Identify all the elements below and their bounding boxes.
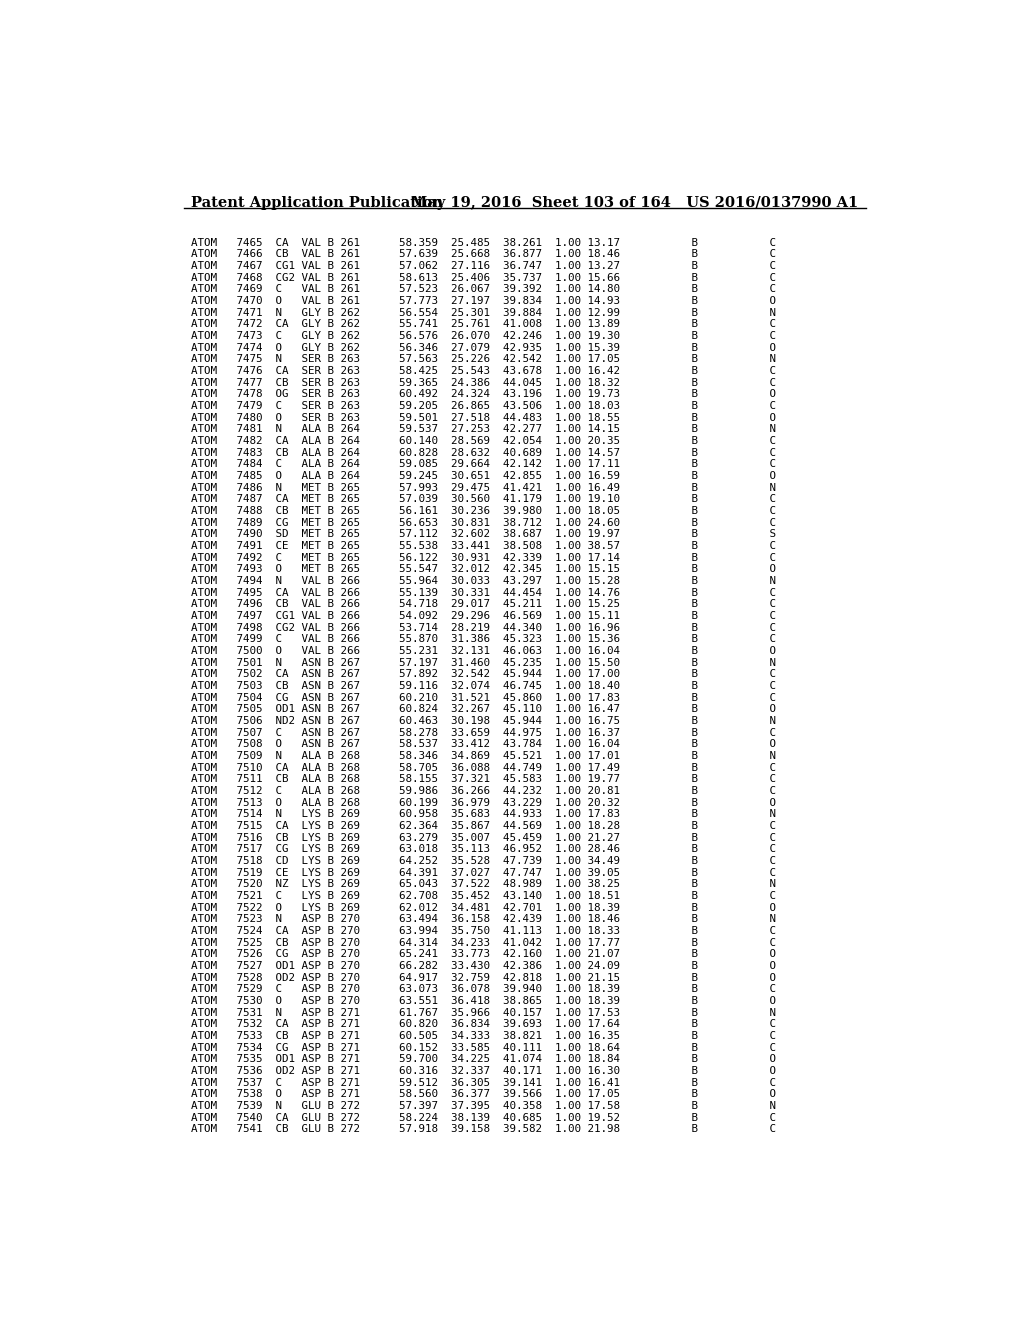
Text: ATOM   7510  CA  ALA B 268      58.705  36.088  44.749  1.00 17.49           B  : ATOM 7510 CA ALA B 268 58.705 36.088 44.… xyxy=(191,763,776,772)
Text: ATOM   7478  OG  SER B 263      60.492  24.324  43.196  1.00 19.73           B  : ATOM 7478 OG SER B 263 60.492 24.324 43.… xyxy=(191,389,776,400)
Text: ATOM   7530  O   ASP B 270      63.551  36.418  38.865  1.00 18.39           B  : ATOM 7530 O ASP B 270 63.551 36.418 38.8… xyxy=(191,997,776,1006)
Text: ATOM   7492  C   MET B 265      56.122  30.931  42.339  1.00 17.14           B  : ATOM 7492 C MET B 265 56.122 30.931 42.3… xyxy=(191,553,776,562)
Text: ATOM   7469  C   VAL B 261      57.523  26.067  39.392  1.00 14.80           B  : ATOM 7469 C VAL B 261 57.523 26.067 39.3… xyxy=(191,284,776,294)
Text: ATOM   7534  CG  ASP B 271      60.152  33.585  40.111  1.00 18.64           B  : ATOM 7534 CG ASP B 271 60.152 33.585 40.… xyxy=(191,1043,776,1053)
Text: ATOM   7503  CB  ASN B 267      59.116  32.074  46.745  1.00 18.40           B  : ATOM 7503 CB ASN B 267 59.116 32.074 46.… xyxy=(191,681,776,692)
Text: ATOM   7506  ND2 ASN B 267      60.463  30.198  45.944  1.00 16.75           B  : ATOM 7506 ND2 ASN B 267 60.463 30.198 45… xyxy=(191,715,776,726)
Text: May 19, 2016  Sheet 103 of 164   US 2016/0137990 A1: May 19, 2016 Sheet 103 of 164 US 2016/01… xyxy=(411,195,858,210)
Text: ATOM   7524  CA  ASP B 270      63.994  35.750  41.113  1.00 18.33           B  : ATOM 7524 CA ASP B 270 63.994 35.750 41.… xyxy=(191,927,776,936)
Text: ATOM   7490  SD  MET B 265      57.112  32.602  38.687  1.00 19.97           B  : ATOM 7490 SD MET B 265 57.112 32.602 38.… xyxy=(191,529,776,540)
Text: ATOM   7533  CB  ASP B 271      60.505  34.333  38.821  1.00 16.35           B  : ATOM 7533 CB ASP B 271 60.505 34.333 38.… xyxy=(191,1031,776,1041)
Text: ATOM   7481  N   ALA B 264      59.537  27.253  42.277  1.00 14.15           B  : ATOM 7481 N ALA B 264 59.537 27.253 42.2… xyxy=(191,424,776,434)
Text: ATOM   7515  CA  LYS B 269      62.364  35.867  44.569  1.00 18.28           B  : ATOM 7515 CA LYS B 269 62.364 35.867 44.… xyxy=(191,821,776,832)
Text: ATOM   7480  O   SER B 263      59.501  27.518  44.483  1.00 18.55           B  : ATOM 7480 O SER B 263 59.501 27.518 44.4… xyxy=(191,413,776,422)
Text: ATOM   7535  OD1 ASP B 271      59.700  34.225  41.074  1.00 18.84           B  : ATOM 7535 OD1 ASP B 271 59.700 34.225 41… xyxy=(191,1055,776,1064)
Text: ATOM   7465  CA  VAL B 261      58.359  25.485  38.261  1.00 13.17           B  : ATOM 7465 CA VAL B 261 58.359 25.485 38.… xyxy=(191,238,776,248)
Text: ATOM   7482  CA  ALA B 264      60.140  28.569  42.054  1.00 20.35           B  : ATOM 7482 CA ALA B 264 60.140 28.569 42.… xyxy=(191,436,776,446)
Text: ATOM   7508  O   ASN B 267      58.537  33.412  43.784  1.00 16.04           B  : ATOM 7508 O ASN B 267 58.537 33.412 43.7… xyxy=(191,739,776,750)
Text: ATOM   7540  CA  GLU B 272      58.224  38.139  40.685  1.00 19.52           B  : ATOM 7540 CA GLU B 272 58.224 38.139 40.… xyxy=(191,1113,776,1123)
Text: ATOM   7541  CB  GLU B 272      57.918  39.158  39.582  1.00 21.98           B  : ATOM 7541 CB GLU B 272 57.918 39.158 39.… xyxy=(191,1125,776,1134)
Text: ATOM   7491  CE  MET B 265      55.538  33.441  38.508  1.00 38.57           B  : ATOM 7491 CE MET B 265 55.538 33.441 38.… xyxy=(191,541,776,550)
Text: ATOM   7511  CB  ALA B 268      58.155  37.321  45.583  1.00 19.77           B  : ATOM 7511 CB ALA B 268 58.155 37.321 45.… xyxy=(191,775,776,784)
Text: ATOM   7470  O   VAL B 261      57.773  27.197  39.834  1.00 14.93           B  : ATOM 7470 O VAL B 261 57.773 27.197 39.8… xyxy=(191,296,776,306)
Text: ATOM   7517  CG  LYS B 269      63.018  35.113  46.952  1.00 28.46           B  : ATOM 7517 CG LYS B 269 63.018 35.113 46.… xyxy=(191,845,776,854)
Text: ATOM   7529  C   ASP B 270      63.073  36.078  39.940  1.00 18.39           B  : ATOM 7529 C ASP B 270 63.073 36.078 39.9… xyxy=(191,985,776,994)
Text: ATOM   7471  N   GLY B 262      56.554  25.301  39.884  1.00 12.99           B  : ATOM 7471 N GLY B 262 56.554 25.301 39.8… xyxy=(191,308,776,318)
Text: ATOM   7486  N   MET B 265      57.993  29.475  41.421  1.00 16.49           B  : ATOM 7486 N MET B 265 57.993 29.475 41.4… xyxy=(191,483,776,492)
Text: ATOM   7525  CB  ASP B 270      64.314  34.233  41.042  1.00 17.77           B  : ATOM 7525 CB ASP B 270 64.314 34.233 41.… xyxy=(191,937,776,948)
Text: ATOM   7466  CB  VAL B 261      57.639  25.668  36.877  1.00 18.46           B  : ATOM 7466 CB VAL B 261 57.639 25.668 36.… xyxy=(191,249,776,259)
Text: ATOM   7488  CB  MET B 265      56.161  30.236  39.980  1.00 18.05           B  : ATOM 7488 CB MET B 265 56.161 30.236 39.… xyxy=(191,506,776,516)
Text: ATOM   7477  CB  SER B 263      59.365  24.386  44.045  1.00 18.32           B  : ATOM 7477 CB SER B 263 59.365 24.386 44.… xyxy=(191,378,776,388)
Text: ATOM   7497  CG1 VAL B 266      54.092  29.296  46.569  1.00 15.11           B  : ATOM 7497 CG1 VAL B 266 54.092 29.296 46… xyxy=(191,611,776,622)
Text: ATOM   7521  C   LYS B 269      62.708  35.452  43.140  1.00 18.51           B  : ATOM 7521 C LYS B 269 62.708 35.452 43.1… xyxy=(191,891,776,902)
Text: ATOM   7507  C   ASN B 267      58.278  33.659  44.975  1.00 16.37           B  : ATOM 7507 C ASN B 267 58.278 33.659 44.9… xyxy=(191,727,776,738)
Text: ATOM   7519  CE  LYS B 269      64.391  37.027  47.747  1.00 39.05           B  : ATOM 7519 CE LYS B 269 64.391 37.027 47.… xyxy=(191,867,776,878)
Text: ATOM   7528  OD2 ASP B 270      64.917  32.759  42.818  1.00 21.15           B  : ATOM 7528 OD2 ASP B 270 64.917 32.759 42… xyxy=(191,973,776,983)
Text: ATOM   7501  N   ASN B 267      57.197  31.460  45.235  1.00 15.50           B  : ATOM 7501 N ASN B 267 57.197 31.460 45.2… xyxy=(191,657,776,668)
Text: ATOM   7532  CA  ASP B 271      60.820  36.834  39.693  1.00 17.64           B  : ATOM 7532 CA ASP B 271 60.820 36.834 39.… xyxy=(191,1019,776,1030)
Text: ATOM   7493  O   MET B 265      55.547  32.012  42.345  1.00 15.15           B  : ATOM 7493 O MET B 265 55.547 32.012 42.3… xyxy=(191,565,776,574)
Text: ATOM   7485  O   ALA B 264      59.245  30.651  42.855  1.00 16.59           B  : ATOM 7485 O ALA B 264 59.245 30.651 42.8… xyxy=(191,471,776,480)
Text: ATOM   7522  O   LYS B 269      62.012  34.481  42.701  1.00 18.39           B  : ATOM 7522 O LYS B 269 62.012 34.481 42.7… xyxy=(191,903,776,912)
Text: ATOM   7526  CG  ASP B 270      65.241  33.773  42.160  1.00 21.07           B  : ATOM 7526 CG ASP B 270 65.241 33.773 42.… xyxy=(191,949,776,960)
Text: ATOM   7514  N   LYS B 269      60.958  35.683  44.933  1.00 17.83           B  : ATOM 7514 N LYS B 269 60.958 35.683 44.9… xyxy=(191,809,776,820)
Text: ATOM   7512  C   ALA B 268      59.986  36.266  44.232  1.00 20.81           B  : ATOM 7512 C ALA B 268 59.986 36.266 44.2… xyxy=(191,787,776,796)
Text: ATOM   7520  NZ  LYS B 269      65.043  37.522  48.989  1.00 38.25           B  : ATOM 7520 NZ LYS B 269 65.043 37.522 48.… xyxy=(191,879,776,890)
Text: ATOM   7538  O   ASP B 271      58.560  36.377  39.566  1.00 17.05           B  : ATOM 7538 O ASP B 271 58.560 36.377 39.5… xyxy=(191,1089,776,1100)
Text: ATOM   7496  CB  VAL B 266      54.718  29.017  45.211  1.00 15.25           B  : ATOM 7496 CB VAL B 266 54.718 29.017 45.… xyxy=(191,599,776,610)
Text: ATOM   7484  C   ALA B 264      59.085  29.664  42.142  1.00 17.11           B  : ATOM 7484 C ALA B 264 59.085 29.664 42.1… xyxy=(191,459,776,470)
Text: ATOM   7487  CA  MET B 265      57.039  30.560  41.179  1.00 19.10           B  : ATOM 7487 CA MET B 265 57.039 30.560 41.… xyxy=(191,495,776,504)
Text: ATOM   7468  CG2 VAL B 261      58.613  25.406  35.737  1.00 15.66           B  : ATOM 7468 CG2 VAL B 261 58.613 25.406 35… xyxy=(191,273,776,282)
Text: ATOM   7499  C   VAL B 266      55.870  31.386  45.323  1.00 15.36           B  : ATOM 7499 C VAL B 266 55.870 31.386 45.3… xyxy=(191,635,776,644)
Text: ATOM   7531  N   ASP B 271      61.767  35.966  40.157  1.00 17.53           B  : ATOM 7531 N ASP B 271 61.767 35.966 40.1… xyxy=(191,1007,776,1018)
Text: ATOM   7505  OD1 ASN B 267      60.824  32.267  45.110  1.00 16.47           B  : ATOM 7505 OD1 ASN B 267 60.824 32.267 45… xyxy=(191,705,776,714)
Text: ATOM   7475  N   SER B 263      57.563  25.226  42.542  1.00 17.05           B  : ATOM 7475 N SER B 263 57.563 25.226 42.5… xyxy=(191,354,776,364)
Text: ATOM   7509  N   ALA B 268      58.346  34.869  45.521  1.00 17.01           B  : ATOM 7509 N ALA B 268 58.346 34.869 45.5… xyxy=(191,751,776,762)
Text: ATOM   7504  CG  ASN B 267      60.210  31.521  45.860  1.00 17.83           B  : ATOM 7504 CG ASN B 267 60.210 31.521 45.… xyxy=(191,693,776,702)
Text: ATOM   7498  CG2 VAL B 266      53.714  28.219  44.340  1.00 16.96           B  : ATOM 7498 CG2 VAL B 266 53.714 28.219 44… xyxy=(191,623,776,632)
Text: ATOM   7472  CA  GLY B 262      55.741  25.761  41.008  1.00 13.89           B  : ATOM 7472 CA GLY B 262 55.741 25.761 41.… xyxy=(191,319,776,330)
Text: ATOM   7483  CB  ALA B 264      60.828  28.632  40.689  1.00 14.57           B  : ATOM 7483 CB ALA B 264 60.828 28.632 40.… xyxy=(191,447,776,458)
Text: ATOM   7479  C   SER B 263      59.205  26.865  43.506  1.00 18.03           B  : ATOM 7479 C SER B 263 59.205 26.865 43.5… xyxy=(191,401,776,411)
Text: ATOM   7467  CG1 VAL B 261      57.062  27.116  36.747  1.00 13.27           B  : ATOM 7467 CG1 VAL B 261 57.062 27.116 36… xyxy=(191,261,776,271)
Text: Patent Application Publication: Patent Application Publication xyxy=(191,195,443,210)
Text: ATOM   7518  CD  LYS B 269      64.252  35.528  47.739  1.00 34.49           B  : ATOM 7518 CD LYS B 269 64.252 35.528 47.… xyxy=(191,857,776,866)
Text: ATOM   7500  O   VAL B 266      55.231  32.131  46.063  1.00 16.04           B  : ATOM 7500 O VAL B 266 55.231 32.131 46.0… xyxy=(191,645,776,656)
Text: ATOM   7502  CA  ASN B 267      57.892  32.542  45.944  1.00 17.00           B  : ATOM 7502 CA ASN B 267 57.892 32.542 45.… xyxy=(191,669,776,680)
Text: ATOM   7495  CA  VAL B 266      55.139  30.331  44.454  1.00 14.76           B  : ATOM 7495 CA VAL B 266 55.139 30.331 44.… xyxy=(191,587,776,598)
Text: ATOM   7536  OD2 ASP B 271      60.316  32.337  40.171  1.00 16.30           B  : ATOM 7536 OD2 ASP B 271 60.316 32.337 40… xyxy=(191,1067,776,1076)
Text: ATOM   7476  CA  SER B 263      58.425  25.543  43.678  1.00 16.42           B  : ATOM 7476 CA SER B 263 58.425 25.543 43.… xyxy=(191,366,776,376)
Text: ATOM   7474  O   GLY B 262      56.346  27.079  42.935  1.00 15.39           B  : ATOM 7474 O GLY B 262 56.346 27.079 42.9… xyxy=(191,343,776,352)
Text: ATOM   7513  O   ALA B 268      60.199  36.979  43.229  1.00 20.32           B  : ATOM 7513 O ALA B 268 60.199 36.979 43.2… xyxy=(191,797,776,808)
Text: ATOM   7523  N   ASP B 270      63.494  36.158  42.439  1.00 18.46           B  : ATOM 7523 N ASP B 270 63.494 36.158 42.4… xyxy=(191,915,776,924)
Text: ATOM   7537  C   ASP B 271      59.512  36.305  39.141  1.00 16.41           B  : ATOM 7537 C ASP B 271 59.512 36.305 39.1… xyxy=(191,1078,776,1088)
Text: ATOM   7516  CB  LYS B 269      63.279  35.007  45.459  1.00 21.27           B  : ATOM 7516 CB LYS B 269 63.279 35.007 45.… xyxy=(191,833,776,842)
Text: ATOM   7527  OD1 ASP B 270      66.282  33.430  42.386  1.00 24.09           B  : ATOM 7527 OD1 ASP B 270 66.282 33.430 42… xyxy=(191,961,776,972)
Text: ATOM   7473  C   GLY B 262      56.576  26.070  42.246  1.00 19.30           B  : ATOM 7473 C GLY B 262 56.576 26.070 42.2… xyxy=(191,331,776,341)
Text: ATOM   7494  N   VAL B 266      55.964  30.033  43.297  1.00 15.28           B  : ATOM 7494 N VAL B 266 55.964 30.033 43.2… xyxy=(191,576,776,586)
Text: ATOM   7489  CG  MET B 265      56.653  30.831  38.712  1.00 24.60           B  : ATOM 7489 CG MET B 265 56.653 30.831 38.… xyxy=(191,517,776,528)
Text: ATOM   7539  N   GLU B 272      57.397  37.395  40.358  1.00 17.58           B  : ATOM 7539 N GLU B 272 57.397 37.395 40.3… xyxy=(191,1101,776,1111)
